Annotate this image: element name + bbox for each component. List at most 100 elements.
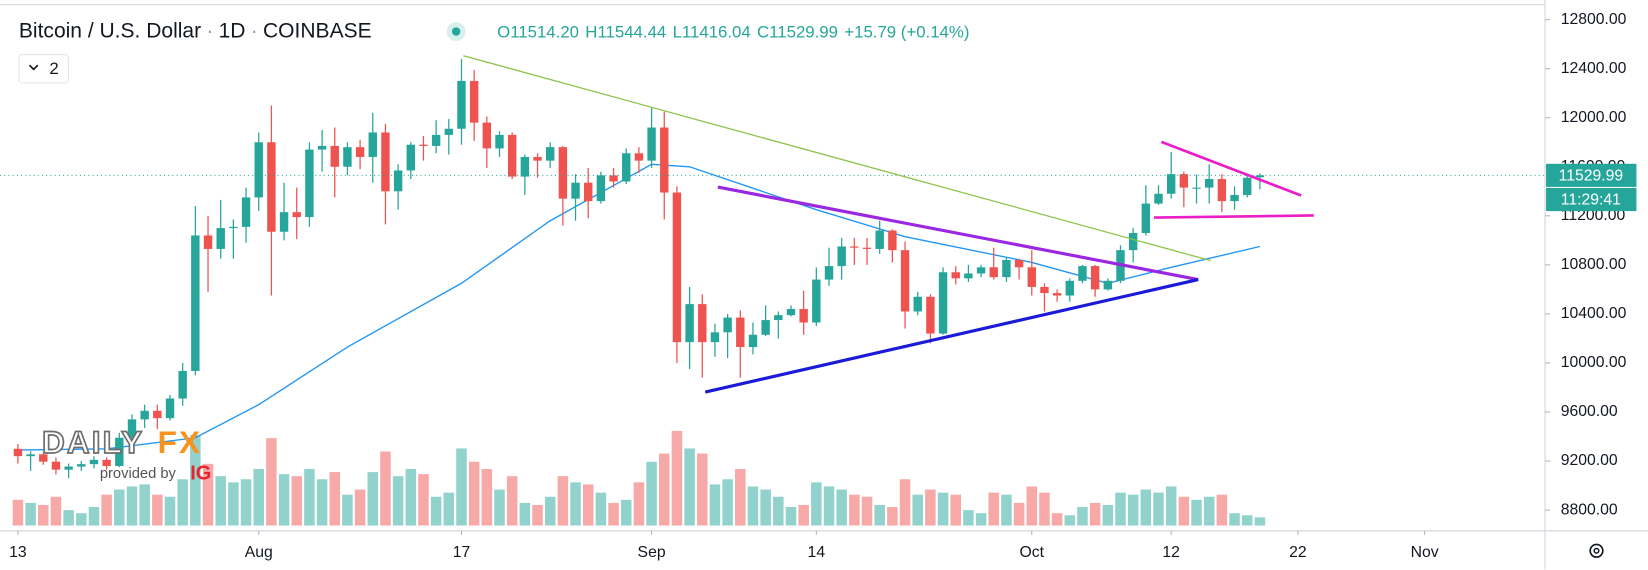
volume-bar xyxy=(329,472,341,526)
candle-body xyxy=(1027,267,1036,287)
volume-bar xyxy=(1115,492,1126,526)
interval: 1D xyxy=(219,19,246,42)
volume-bar xyxy=(405,468,417,526)
watermark: DAILY FX provided by IG xyxy=(41,423,211,484)
indicator-count[interactable]: 2 xyxy=(49,59,58,78)
volume-bar xyxy=(1241,515,1253,526)
candle-body xyxy=(368,132,377,157)
x-tick-label: 13 xyxy=(9,544,27,561)
volume-bar xyxy=(1140,489,1152,526)
volume-bar xyxy=(1077,507,1088,526)
candle-body xyxy=(292,212,301,218)
price-axis xyxy=(1545,0,1648,570)
candle-body xyxy=(254,142,263,198)
x-tick-label: 12 xyxy=(1162,544,1180,561)
candle-body xyxy=(64,466,73,470)
candle-body xyxy=(191,235,200,371)
candle-body xyxy=(115,437,124,466)
volume-bar xyxy=(202,463,214,526)
candle-body xyxy=(824,266,834,280)
volume-bar xyxy=(798,504,809,526)
candle-body xyxy=(520,156,530,177)
y-tick-label: 10400.00 xyxy=(1561,305,1627,322)
separator: · xyxy=(251,19,258,42)
volume-bar xyxy=(12,499,24,526)
candle-body xyxy=(431,134,441,146)
candle-body xyxy=(89,459,99,465)
volume-bar xyxy=(494,489,505,526)
trend-line xyxy=(1154,214,1314,219)
volume-bar xyxy=(671,430,683,526)
candle-body xyxy=(850,246,859,248)
volume-bar xyxy=(430,496,442,526)
settings-icon[interactable] xyxy=(1589,543,1604,558)
volume-bar xyxy=(1191,499,1202,526)
brand-accent: FX xyxy=(158,424,202,460)
x-tick-label: Oct xyxy=(1020,544,1045,561)
trend-line xyxy=(717,185,1199,282)
candle-body xyxy=(457,80,466,129)
candle-body xyxy=(406,144,415,171)
candle-body xyxy=(685,304,694,343)
candle-body xyxy=(267,142,276,232)
candle-body xyxy=(393,170,403,192)
candle-body xyxy=(140,410,149,420)
candle-body xyxy=(330,145,339,167)
settings-icon-center[interactable] xyxy=(1593,547,1600,554)
volume-bar xyxy=(595,492,607,526)
volume-bar xyxy=(304,468,315,526)
candle-body xyxy=(584,182,593,202)
volume-bar xyxy=(570,482,581,526)
volume-bar xyxy=(50,496,62,526)
candle-body xyxy=(507,134,517,177)
volume-bar xyxy=(861,496,873,526)
candle-body xyxy=(77,464,86,467)
indicators-toggle[interactable]: 2 xyxy=(18,54,69,84)
provider: provided by xyxy=(100,466,177,482)
candle-body xyxy=(736,317,745,348)
candle-body xyxy=(1217,179,1227,202)
candle-body xyxy=(1255,175,1265,178)
countdown-label: 11:29:41 xyxy=(1561,192,1621,209)
candle-body xyxy=(786,309,796,316)
candle-body xyxy=(1065,280,1074,296)
volume-bar xyxy=(63,510,74,526)
volume-bar xyxy=(481,468,493,526)
volume-bar xyxy=(836,489,847,526)
market-status-dot xyxy=(451,27,461,36)
candle-body xyxy=(317,145,327,150)
y-tick-label: 8800.00 xyxy=(1561,501,1618,518)
volume-bar xyxy=(785,507,797,526)
volume-bar xyxy=(266,438,277,526)
volume-bar xyxy=(1001,494,1012,526)
volume-bar xyxy=(468,461,480,526)
volume-bar xyxy=(532,504,543,526)
candle-body xyxy=(545,147,555,161)
volume-bar xyxy=(152,494,163,526)
volume-bar xyxy=(139,484,150,526)
candle-body xyxy=(533,156,542,161)
candle-body xyxy=(1103,280,1113,290)
volume-bar xyxy=(1165,486,1177,526)
settings[interactable] xyxy=(1589,543,1604,558)
last-price-box xyxy=(1546,163,1637,187)
volume-bar xyxy=(557,476,569,526)
candle-body xyxy=(609,175,618,182)
volume-bar xyxy=(709,484,721,526)
y-tick-label: 12800.00 xyxy=(1561,11,1627,28)
chevron[interactable] xyxy=(28,64,39,71)
volume-bar xyxy=(506,476,518,526)
volume-bar xyxy=(899,479,911,526)
candle-body xyxy=(723,317,732,333)
volume-bar xyxy=(392,476,404,526)
toggle-box[interactable] xyxy=(18,54,69,84)
candle-body xyxy=(571,182,580,199)
volume-bar xyxy=(25,502,36,526)
symbol: Bitcoin / U.S. Dollar xyxy=(19,19,201,42)
volume-bar xyxy=(633,482,645,526)
x-tick-label: Nov xyxy=(1411,544,1439,561)
candle-body xyxy=(1128,232,1138,251)
candle-body xyxy=(178,370,187,399)
volume-bar xyxy=(1026,486,1038,526)
candle-body xyxy=(1192,187,1201,189)
